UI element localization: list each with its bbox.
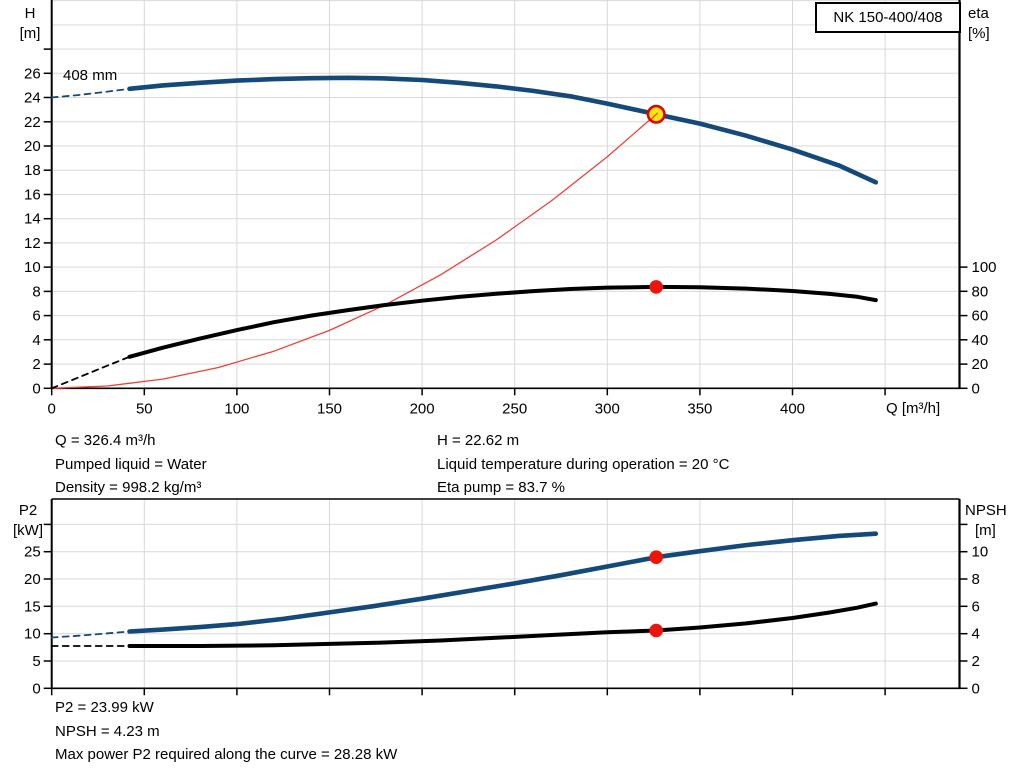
efficiency-curve (127, 284, 878, 359)
x-tick-label: 150 (317, 400, 342, 417)
left-tick-label: 0 (32, 380, 40, 397)
eta-axis-title: eta (968, 5, 989, 22)
temperature-readout: Liquid temperature during operation = 20… (437, 455, 730, 473)
right-tick-label: 10 (972, 544, 989, 561)
npsh-axis-unit: [m] (975, 522, 996, 539)
right-tick-label: 0 (972, 380, 980, 397)
duty-readout-left: Q = 326.4 m³/h Pumped liquid = Water Den… (55, 429, 207, 500)
density-readout: Density = 998.2 kg/m³ (55, 479, 202, 497)
left-tick-label: 15 (24, 598, 41, 615)
left-tick-label: 20 (24, 571, 41, 588)
npsh-point (649, 623, 663, 638)
efficiency-curve-dashed (50, 355, 131, 390)
p2-axis-unit: [kW] (13, 522, 43, 539)
x-tick-label: 350 (687, 400, 712, 417)
efficiency-point (649, 280, 663, 294)
pump-model-label: NK 150-400/408 (815, 2, 961, 33)
right-tick-label: 8 (972, 571, 980, 588)
right-tick-label: 20 (972, 356, 989, 373)
x-tick-label: 0 (48, 400, 56, 417)
pumped-liquid-readout: Pumped liquid = Water (55, 455, 207, 473)
eta-pump-readout: Eta pump = 83.7 % (437, 479, 565, 497)
right-tick-label: 0 (972, 680, 980, 697)
npsh-readout: NPSH = 4.23 m (55, 722, 160, 740)
npsh-axis-title: NPSH (965, 502, 1007, 519)
system-curve (51, 113, 657, 389)
left-tick-label: 10 (24, 626, 41, 643)
npsh-curve (127, 601, 878, 648)
left-tick-label: 25 (24, 544, 41, 561)
x-tick-label: 100 (224, 400, 249, 417)
p2-curve (127, 531, 879, 634)
left-tick-label: 14 (24, 211, 41, 228)
duty-point-curve-tip (650, 112, 659, 120)
eta-axis-unit: [%] (968, 25, 990, 42)
right-tick-label: 6 (972, 598, 980, 615)
left-tick-label: 24 (24, 90, 41, 107)
left-tick-label: 16 (24, 187, 41, 204)
max-power-readout: Max power P2 required along the curve = … (55, 746, 398, 764)
left-tick-label: 18 (24, 162, 41, 179)
h-axis-title: H (24, 5, 36, 22)
left-tick-label: 6 (32, 308, 40, 325)
left-tick-label: 8 (32, 283, 40, 300)
head-curve-408mm-dashed (50, 87, 131, 99)
left-tick-label: 26 (24, 65, 41, 82)
right-tick-label: 100 (972, 259, 997, 276)
left-tick-label: 4 (32, 332, 40, 349)
left-tick-label: 5 (32, 653, 40, 670)
power-readout-block: P2 = 23.99 kW NPSH = 4.23 m Max power P2… (55, 696, 397, 767)
head-curve-408mm (127, 75, 879, 185)
right-tick-label: 60 (972, 308, 989, 325)
x-tick-label: 50 (136, 400, 153, 417)
p2-point (649, 550, 663, 564)
flow-readout: Q = 326.4 m³/h (55, 432, 156, 449)
x-tick-label: 300 (595, 400, 620, 417)
left-tick-label: 22 (24, 114, 41, 131)
x-tick-label: 200 (410, 400, 435, 417)
duty-readout-right: H = 22.62 m Liquid temperature during op… (437, 429, 729, 500)
h-axis-unit: [m] (19, 25, 41, 42)
x-tick-label: 400 (780, 400, 805, 417)
x-tick-label: 250 (502, 400, 527, 417)
left-tick-label: 10 (24, 259, 41, 276)
head-readout: H = 22.62 m (437, 432, 520, 449)
left-tick-label: 0 (32, 680, 40, 697)
right-tick-label: 2 (972, 653, 980, 670)
left-tick-label: 2 (32, 356, 40, 373)
right-tick-label: 80 (972, 283, 989, 300)
p2-readout: P2 = 23.99 kW (55, 699, 154, 716)
p2-axis-title: P2 (18, 502, 38, 519)
left-tick-label: 12 (24, 235, 41, 252)
left-tick-label: 20 (24, 138, 41, 155)
right-tick-label: 4 (972, 626, 980, 643)
right-tick-label: 40 (972, 332, 989, 349)
p2-curve-dashed (50, 630, 131, 639)
impeller-diameter-label: 408 mm (63, 67, 118, 84)
q-axis-label: Q [m³/h] (886, 400, 941, 417)
